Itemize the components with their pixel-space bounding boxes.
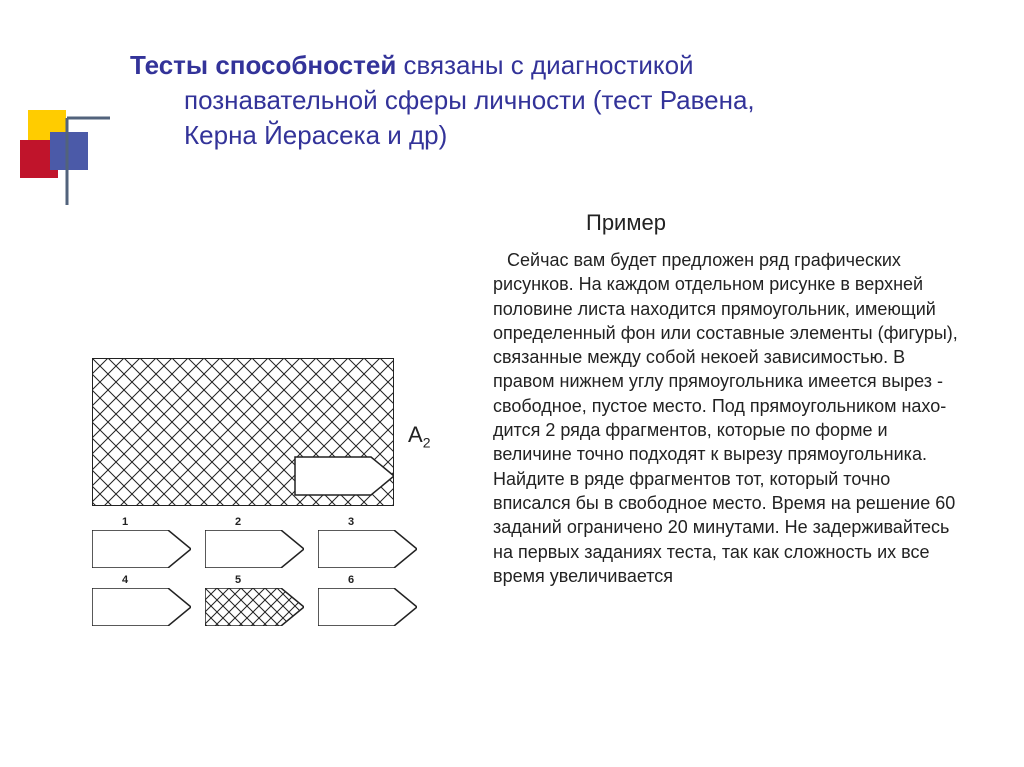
raven-option: 6 bbox=[318, 574, 431, 626]
title-line2: познавательной сферы личности (тест Раве… bbox=[130, 83, 900, 118]
example-heading: Пример bbox=[586, 210, 666, 236]
body-text: Сейчас вам будет предложен ряд графическ… bbox=[493, 248, 963, 588]
raven-option-number: 3 bbox=[348, 516, 431, 528]
raven-option-number: 2 bbox=[235, 516, 318, 528]
raven-option: 2 bbox=[205, 516, 318, 568]
raven-option-number: 1 bbox=[122, 516, 205, 528]
raven-option-number: 6 bbox=[348, 574, 431, 586]
raven-option: 5 bbox=[205, 574, 318, 626]
slide-title: Тесты способностей связаны с диагностико… bbox=[130, 48, 900, 153]
raven-option-number: 4 bbox=[122, 574, 205, 586]
title-bold: Тесты способностей bbox=[130, 50, 396, 80]
raven-option: 1 bbox=[92, 516, 205, 568]
raven-option: 3 bbox=[318, 516, 431, 568]
raven-option-number: 5 bbox=[235, 574, 318, 586]
raven-figure: 1 2 3 4 5 6 bbox=[92, 358, 432, 632]
slide-logo bbox=[20, 110, 110, 200]
title-rest1: связаны с диагностикой bbox=[396, 50, 693, 80]
raven-option: 4 bbox=[92, 574, 205, 626]
title-line3: Керна Йерасека и др) bbox=[130, 118, 900, 153]
